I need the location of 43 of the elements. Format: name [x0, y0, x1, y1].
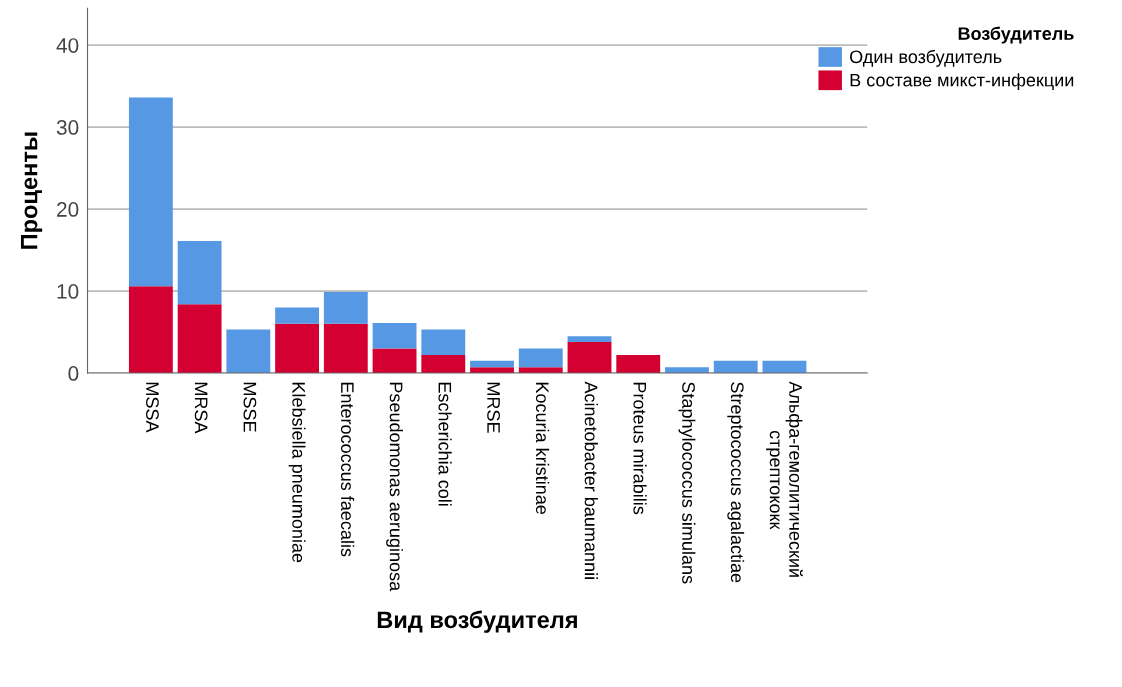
- bar: [421, 355, 466, 374]
- x-tick-label: Klebsiella pneumoniae: [288, 382, 306, 563]
- x-tick-label: MSSA: [146, 382, 159, 433]
- x-tick-label: Kocuria kristinae: [535, 382, 550, 515]
- bar: [275, 307, 320, 324]
- bar: [177, 241, 222, 305]
- y-tick-label: 20: [57, 202, 79, 217]
- bar: [470, 360, 514, 368]
- y-tick-label: 10: [57, 284, 79, 299]
- bar: [128, 286, 173, 374]
- bar: [226, 329, 271, 374]
- bar: [372, 348, 417, 374]
- bar: [567, 341, 612, 374]
- x-tick-label: MRSE: [487, 382, 500, 433]
- bar: [275, 323, 320, 374]
- bar: [518, 348, 563, 368]
- legend-title: Возбудитель: [958, 26, 1074, 44]
- y-tick-label: 40: [56, 38, 79, 53]
- bar: [616, 355, 661, 374]
- x-tick-label: Proteus mirabilis: [633, 382, 647, 515]
- bar: [713, 360, 758, 374]
- x-tick-label: Pseudomonas aeruginosa: [386, 382, 403, 592]
- x-tick-label: Enterococcus faecalis: [340, 382, 355, 557]
- bar: [323, 323, 368, 374]
- x-tick-label: MRSA: [194, 382, 208, 434]
- y-axis-title: Проценты: [20, 132, 43, 249]
- bar: [177, 304, 222, 374]
- x-tick-label: MSSE: [243, 382, 257, 432]
- x-tick-label: Альфа-гемолитический стрептококк: [766, 381, 803, 577]
- bar: [128, 97, 173, 287]
- legend-label: Один возбудитель: [850, 49, 1002, 67]
- y-tick-label: 30: [56, 120, 79, 135]
- x-tick-label: Staphylococcus simulans: [678, 382, 696, 584]
- bar: [323, 291, 368, 324]
- x-tick-label: Escherichia coli: [438, 382, 452, 506]
- x-tick-label: Streptococcus agalactiae: [727, 382, 745, 583]
- bar: [421, 329, 466, 356]
- y-tick-label: 0: [68, 366, 79, 381]
- legend-label: В составе микст-инфекции: [850, 73, 1074, 91]
- bar: [372, 323, 417, 349]
- x-tick-label: Acinetobacter baumannii: [584, 381, 598, 579]
- bar: [567, 336, 612, 342]
- x-axis-title: Вид возбудителя: [377, 610, 577, 633]
